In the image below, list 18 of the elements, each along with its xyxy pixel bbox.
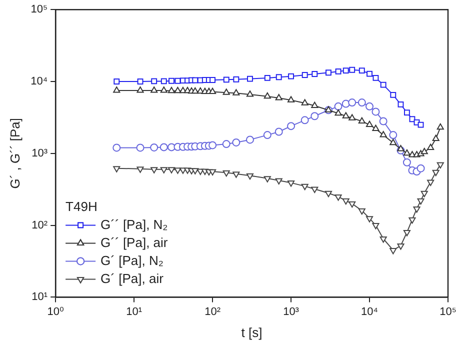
x-tick-label: 10³ <box>283 306 300 318</box>
x-tick-label: 10¹ <box>126 306 142 318</box>
x-tick-label: 10⁵ <box>440 306 456 318</box>
y-tick-label: 10¹ <box>32 291 48 304</box>
x-tick-label: 10⁰ <box>47 306 64 318</box>
y-tick-label: 10⁴ <box>30 76 48 88</box>
x-tick-label: 10² <box>204 306 221 318</box>
legend-title: T49H <box>66 198 98 214</box>
legend-label: G´ [Pa], air <box>100 270 164 286</box>
y-axis-title: G´ , G´´ [Pa] <box>7 118 22 189</box>
y-tick-label: 10² <box>32 219 48 232</box>
legend-label: G´´ [Pa], N₂ <box>100 216 168 232</box>
legend-label: G´´ [Pa], air <box>100 234 168 250</box>
y-tick-label: 10⁵ <box>30 4 48 16</box>
legend-label: G´ [Pa], N₂ <box>100 252 164 268</box>
x-tick-label: 10⁴ <box>361 306 378 318</box>
y-tick-label: 10³ <box>32 147 48 160</box>
x-axis-title: t [s] <box>241 324 262 340</box>
